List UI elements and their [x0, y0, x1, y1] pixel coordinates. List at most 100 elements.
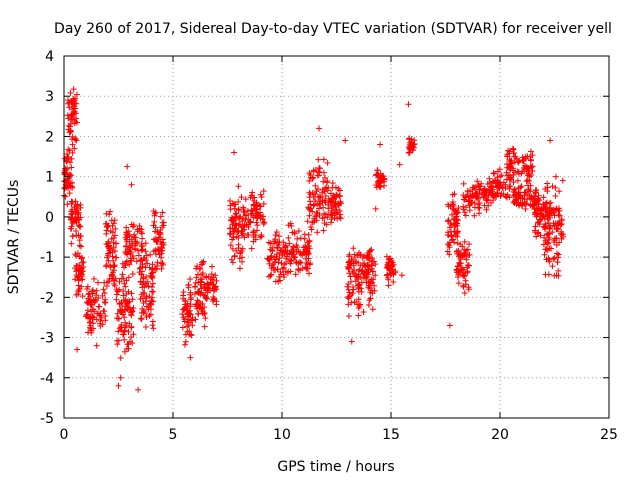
data-point	[84, 300, 91, 307]
data-point	[544, 188, 551, 195]
data-point	[260, 188, 267, 195]
data-point	[355, 312, 362, 319]
data-point	[235, 198, 242, 205]
data-point	[261, 219, 268, 226]
data-point	[506, 185, 513, 192]
data-point	[553, 225, 560, 232]
data-point	[545, 231, 552, 238]
data-point	[151, 212, 158, 219]
data-point	[320, 178, 327, 185]
data-point	[208, 271, 215, 278]
data-point	[258, 233, 265, 240]
data-point	[348, 299, 355, 306]
x-axis-label: GPS time / hours	[277, 459, 394, 475]
data-point	[187, 296, 194, 303]
data-point	[372, 205, 379, 212]
data-point	[406, 136, 413, 143]
data-point	[306, 177, 313, 184]
data-point	[127, 250, 134, 257]
data-point	[347, 273, 354, 280]
data-point	[149, 318, 156, 325]
data-point	[369, 268, 376, 275]
data-point	[129, 223, 136, 230]
data-point	[139, 284, 146, 291]
data-point	[350, 260, 357, 267]
data-point	[292, 271, 299, 278]
data-point	[313, 217, 320, 224]
data-point	[456, 259, 463, 266]
data-point	[556, 205, 563, 212]
data-point	[444, 232, 451, 239]
data-point	[84, 311, 91, 318]
data-point	[551, 207, 558, 214]
data-point	[72, 214, 79, 221]
data-point	[385, 274, 392, 281]
data-point	[405, 149, 412, 156]
data-point	[118, 321, 125, 328]
data-point	[345, 313, 352, 320]
data-point	[110, 220, 117, 227]
data-point	[540, 201, 547, 208]
data-point	[481, 202, 488, 209]
data-point	[124, 246, 131, 253]
data-point	[366, 251, 373, 258]
data-point	[551, 235, 558, 242]
data-point	[68, 136, 75, 143]
data-point	[357, 251, 364, 258]
data-point	[309, 175, 316, 182]
data-point	[366, 297, 373, 304]
data-point	[272, 232, 279, 239]
data-point	[450, 215, 457, 222]
data-point	[113, 240, 120, 247]
data-point	[486, 179, 493, 186]
data-point	[73, 137, 80, 144]
data-point	[322, 174, 329, 181]
data-point	[137, 278, 144, 285]
data-point	[336, 187, 343, 194]
data-point	[120, 331, 127, 338]
data-point	[306, 194, 313, 201]
y-tick-label: 0	[45, 210, 54, 226]
data-point	[450, 236, 457, 243]
data-point	[461, 251, 468, 258]
data-point	[198, 306, 205, 313]
data-point	[266, 256, 273, 263]
data-point	[476, 204, 483, 211]
data-point	[376, 178, 383, 185]
data-point	[213, 301, 220, 308]
data-point	[460, 192, 467, 199]
data-point	[203, 295, 210, 302]
data-point	[73, 115, 80, 122]
data-point	[128, 290, 135, 297]
data-point	[277, 268, 284, 275]
data-point	[558, 230, 565, 237]
data-point	[149, 261, 156, 268]
data-point	[474, 178, 481, 185]
data-point	[504, 153, 511, 160]
data-point	[78, 254, 85, 261]
data-point	[192, 316, 199, 323]
data-point	[119, 260, 126, 267]
data-point	[229, 215, 236, 222]
data-point	[102, 220, 109, 227]
data-point	[232, 210, 239, 217]
data-point	[128, 257, 135, 264]
data-point	[306, 170, 313, 177]
data-point	[139, 295, 146, 302]
data-point	[461, 290, 468, 297]
data-point	[327, 190, 334, 197]
data-point	[202, 315, 209, 322]
data-point	[140, 309, 147, 316]
data-point	[462, 250, 469, 257]
data-point	[465, 262, 472, 269]
data-point	[235, 241, 242, 248]
data-point	[282, 243, 289, 250]
data-point	[310, 174, 317, 181]
data-point	[250, 229, 257, 236]
data-point	[268, 252, 275, 259]
data-point	[231, 217, 238, 224]
data-point	[65, 154, 72, 161]
data-point	[321, 214, 328, 221]
data-point	[466, 207, 473, 214]
data-point	[306, 261, 313, 268]
